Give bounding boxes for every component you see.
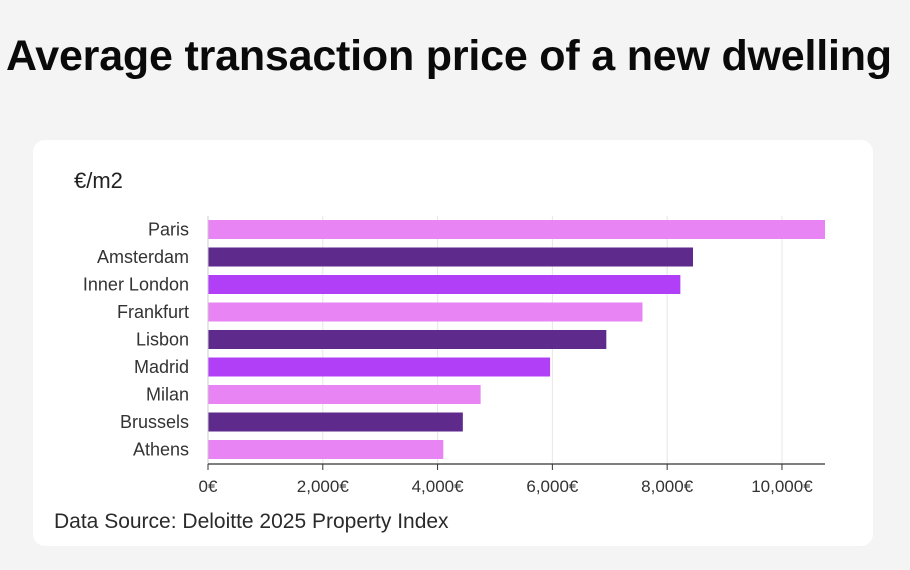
category-label: Paris <box>148 220 189 240</box>
bar <box>208 357 551 377</box>
data-source: Data Source: Deloitte 2025 Property Inde… <box>54 510 449 533</box>
category-label: Inner London <box>83 275 189 295</box>
x-tick-label: 8,000€ <box>641 477 694 496</box>
bar <box>208 220 825 239</box>
unit-label: €/m2 <box>74 168 123 193</box>
bar <box>208 302 643 322</box>
bar <box>208 275 681 294</box>
category-label: Frankfurt <box>117 302 189 322</box>
x-tick-label: 4,000€ <box>412 477 465 496</box>
category-label: Lisbon <box>136 330 189 350</box>
x-tick-label: 2,000€ <box>297 477 350 496</box>
category-label: Brussels <box>120 412 189 432</box>
chart-title: Average transaction price of a new dwell… <box>6 32 892 80</box>
category-label: Athens <box>133 440 189 460</box>
bar <box>208 330 607 349</box>
bar <box>208 385 481 404</box>
bar <box>208 247 693 267</box>
bar <box>208 412 463 432</box>
category-label: Madrid <box>134 357 189 377</box>
category-label: Milan <box>146 385 189 405</box>
bar <box>208 440 444 459</box>
category-label: Amsterdam <box>97 247 189 267</box>
x-tick-label: 0€ <box>199 477 218 496</box>
x-tick-label: 10,000€ <box>751 477 813 496</box>
x-tick-label: 6,000€ <box>526 477 579 496</box>
